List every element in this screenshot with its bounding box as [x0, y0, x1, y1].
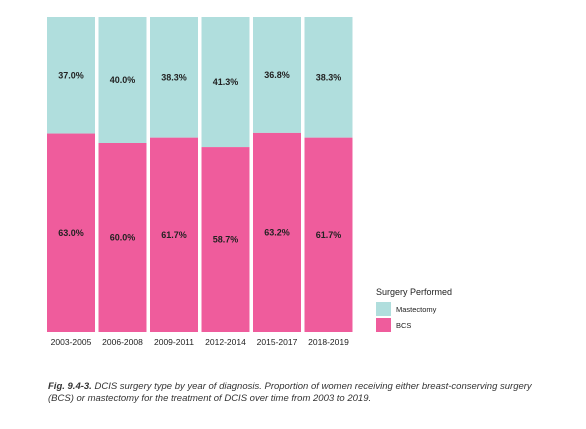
- data-label-mastectomy-2006-2008: 40.0%: [110, 75, 136, 85]
- bar-mastectomy-2012-2014: [201, 17, 250, 148]
- data-label-bcs-2006-2008: 60.0%: [110, 233, 136, 243]
- bar-bcs-2003-2005: [47, 133, 95, 332]
- data-label-mastectomy-2015-2017: 36.8%: [264, 70, 290, 80]
- bar-mastectomy-2009-2011: [150, 17, 198, 138]
- legend-swatch-bcs: [376, 318, 391, 332]
- bars-group: [47, 17, 353, 332]
- legend-swatch-mastectomy: [376, 302, 391, 316]
- bar-bcs-2009-2011: [150, 137, 198, 332]
- x-tick-2006-2008: 2006-2008: [102, 337, 143, 347]
- bar-bcs-2018-2019: [304, 137, 353, 332]
- x-tick-2018-2019: 2018-2019: [308, 337, 349, 347]
- bar-bcs-2012-2014: [201, 147, 250, 332]
- bar-mastectomy-2006-2008: [98, 17, 147, 143]
- data-label-bcs-2012-2014: 58.7%: [213, 235, 239, 245]
- x-tick-labels: 2003-2005 2006-2008 2009-2011 2012-2014 2015…: [51, 337, 349, 347]
- bar-bcs-2015-2017: [253, 132, 301, 332]
- data-label-mastectomy-2018-2019: 38.3%: [316, 72, 342, 82]
- data-label-bcs-2018-2019: 61.7%: [316, 230, 342, 240]
- data-label-bcs-2015-2017: 63.2%: [264, 227, 290, 237]
- bar-mastectomy-2015-2017: [253, 17, 301, 133]
- bar-bcs-2006-2008: [98, 143, 147, 332]
- x-tick-2009-2011: 2009-2011: [154, 337, 194, 347]
- x-tick-2015-2017: 2015-2017: [257, 337, 298, 347]
- figure-label: Fig. 9.4-3.: [48, 381, 92, 392]
- bar-labels-group: 37.0% 63.0% 40.0% 60.0% 38.3% 61.7% 41.3% 58.7%…: [58, 70, 341, 245]
- legend-title: Surgery Performed: [376, 287, 452, 297]
- x-tick-2003-2005: 2003-2005: [51, 337, 92, 347]
- caption-text: DCIS surgery type by year of diagnosis. …: [48, 381, 532, 404]
- data-label-mastectomy-2003-2005: 37.0%: [58, 70, 84, 80]
- figure-caption: Fig. 9.4-3. DCIS surgery type by year of…: [48, 381, 538, 405]
- data-label-bcs-2009-2011: 61.7%: [161, 230, 187, 240]
- legend-label-mastectomy: Mastectomy: [396, 305, 437, 314]
- data-label-bcs-2003-2005: 63.0%: [58, 228, 84, 238]
- stacked-bar-chart: 37.0% 63.0% 40.0% 60.0% 38.3% 61.7% 41.3% 58.7%…: [47, 17, 452, 347]
- data-label-mastectomy-2009-2011: 38.3%: [161, 72, 187, 82]
- legend-label-bcs: BCS: [396, 321, 411, 330]
- bar-mastectomy-2018-2019: [304, 17, 353, 138]
- bar-mastectomy-2003-2005: [47, 17, 95, 134]
- x-tick-2012-2014: 2012-2014: [205, 337, 246, 347]
- data-label-mastectomy-2012-2014: 41.3%: [213, 77, 239, 87]
- legend: Surgery Performed Mastectomy BCS: [376, 287, 452, 332]
